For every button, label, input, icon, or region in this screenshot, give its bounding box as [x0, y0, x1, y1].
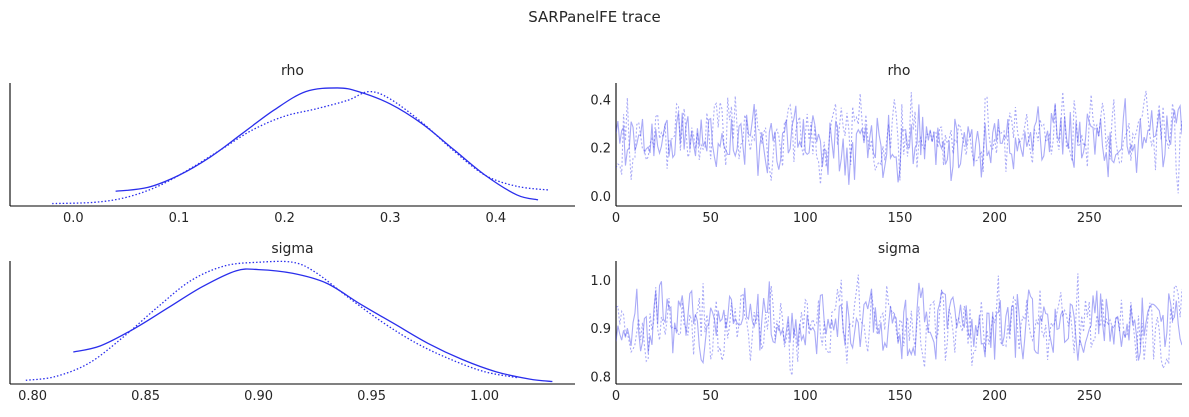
rho-trace-xtick-label: 150	[888, 211, 913, 226]
sigma-trace-xtick-label: 0	[612, 389, 620, 404]
sigma-trace-ytick-label: 1.0	[590, 274, 611, 289]
rho-trace-ytick-label: 0.2	[590, 142, 611, 157]
sigma-trace-xtick-label: 200	[982, 389, 1007, 404]
rho-density-title: rho	[281, 63, 304, 79]
figure-title: SARPanelFE trace	[528, 8, 661, 26]
rho-trace-panel: rho 0 50 100 150 200 250 0.0 0.2 0.4	[590, 63, 1182, 226]
sigma-trace-title: sigma	[878, 241, 920, 257]
sigma-density-series-2-line	[25, 260, 519, 381]
sigma-trace-xtick-label: 150	[888, 389, 913, 404]
rho-trace-xtick-label: 200	[982, 211, 1007, 226]
rho-trace-ytick-label: 0.4	[590, 93, 611, 108]
sigma-density-xtick-label: 0.95	[357, 389, 386, 404]
rho-trace-series-1-trace	[616, 98, 1182, 185]
rho-trace-xtick-label: 50	[702, 211, 719, 226]
sigma-density-xtick-label: 0.90	[244, 389, 273, 404]
sigma-density-xtick-label: 0.85	[131, 389, 160, 404]
rho-trace-title: rho	[888, 63, 911, 79]
rho-trace-xtick-label: 250	[1077, 211, 1102, 226]
sigma-trace-xtick-label: 250	[1077, 389, 1102, 404]
sigma-trace-xtick-label: 50	[702, 389, 719, 404]
sigma-density-panel: sigma 0.80 0.85 0.90 0.95 1.00	[9, 241, 575, 404]
rho-density-panel: rho 0.0 0.1 0.2 0.3 0.4	[9, 63, 575, 226]
sigma-trace-series-1-trace	[616, 281, 1182, 365]
sigma-density-series-1-line	[73, 268, 553, 383]
rho-density-series-1-line	[115, 87, 539, 201]
rho-density-xtick-label: 0.3	[380, 211, 401, 226]
rho-density-xtick-label: 0.4	[485, 211, 506, 226]
sigma-trace-xtick-label: 100	[793, 389, 818, 404]
rho-trace-xtick-label: 0	[612, 211, 620, 226]
rho-trace-ytick-label: 0.0	[590, 190, 611, 205]
sigma-trace-ytick-label: 0.9	[590, 322, 611, 337]
rho-density-xtick-label: 0.0	[63, 211, 84, 226]
sigma-density-xtick-label: 1.00	[470, 389, 499, 404]
sigma-trace-panel: sigma 0 50 100 150 200 250 0.8 0.9 1.0	[590, 241, 1182, 404]
rho-trace-xtick-label: 100	[793, 211, 818, 226]
rho-density-xtick-label: 0.2	[274, 211, 295, 226]
rho-density-xtick-label: 0.1	[169, 211, 190, 226]
sigma-trace-ytick-label: 0.8	[590, 370, 611, 385]
sigma-density-title: sigma	[271, 241, 313, 257]
sigma-density-xtick-label: 0.80	[18, 389, 47, 404]
rho-density-series-2-line	[52, 90, 549, 205]
rho-trace-series-2-trace	[616, 90, 1182, 194]
